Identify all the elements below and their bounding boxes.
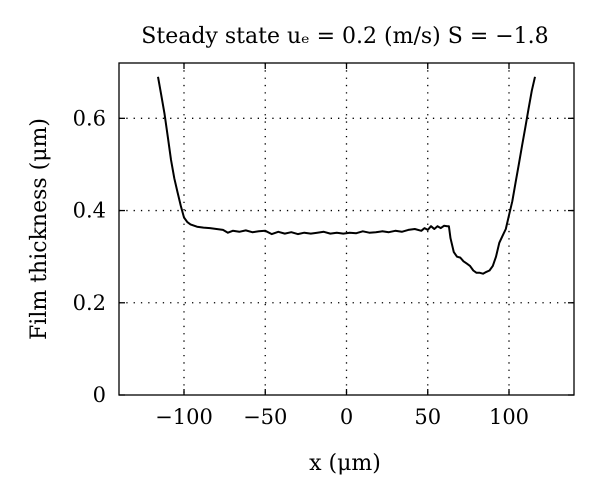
film-thickness-line bbox=[157, 76, 536, 275]
x-tick-label: −100 bbox=[155, 405, 213, 429]
x-tick-label: 100 bbox=[489, 405, 529, 429]
x-tick-label: 0 bbox=[340, 405, 353, 429]
x-tick-label: 50 bbox=[414, 405, 441, 429]
y-tick-label: 0 bbox=[93, 383, 106, 407]
y-tick-label: 0.4 bbox=[73, 199, 106, 223]
x-tick-label: −50 bbox=[243, 405, 287, 429]
chart-title: Steady state uₑ = 0.2 (m/s) S = −1.8 bbox=[141, 24, 548, 49]
y-tick-label: 0.6 bbox=[73, 106, 106, 130]
axis-ticks: −100 −50 0 50 100 0 0.2 0.4 0.6 bbox=[73, 63, 574, 429]
grid-lines bbox=[119, 63, 574, 395]
y-tick-label: 0.2 bbox=[73, 291, 106, 315]
x-axis-label: x (μm) bbox=[309, 451, 381, 476]
y-axis-label: Film thickness (μm) bbox=[27, 118, 52, 340]
